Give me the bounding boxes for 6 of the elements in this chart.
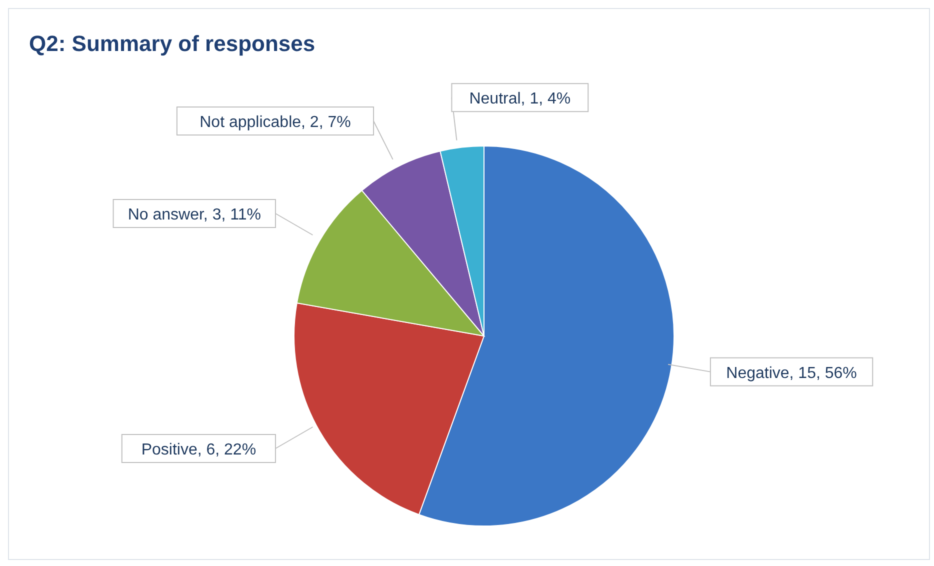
chart-title: Q2: Summary of responses <box>29 31 316 57</box>
slice-label: Positive, 6, 22% <box>141 442 256 458</box>
slice-label: Negative, 15, 56% <box>726 364 857 382</box>
slice-label: Neutral, 1, 4% <box>469 90 571 108</box>
slice-label: Not applicable, 2, 7% <box>200 114 351 131</box>
slice-label: No answer, 3, 11% <box>128 206 261 224</box>
